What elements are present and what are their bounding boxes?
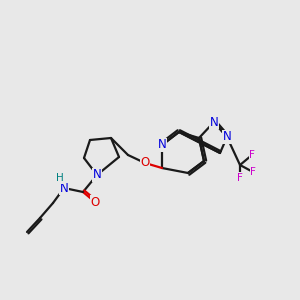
Text: O: O [140,157,150,169]
Text: F: F [237,173,243,183]
Text: N: N [210,116,218,128]
Text: O: O [90,196,100,208]
Text: F: F [250,167,256,177]
Text: H: H [56,173,64,183]
Text: N: N [223,130,231,143]
Text: N: N [158,139,166,152]
Text: N: N [60,182,68,194]
Text: F: F [249,150,255,160]
Text: N: N [93,169,101,182]
